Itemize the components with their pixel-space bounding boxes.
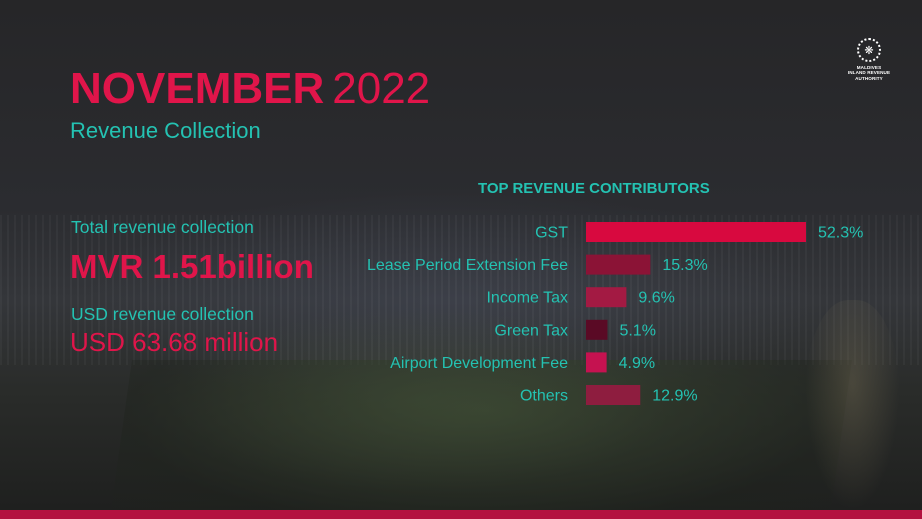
category-label-5: Others — [520, 388, 568, 405]
bar-3 — [586, 319, 608, 340]
category-label-2: Income Tax — [486, 290, 568, 307]
category-label-0: GST — [535, 225, 568, 242]
category-label-4: Airport Development Fee — [390, 355, 568, 372]
category-label-1: Lease Period Extension Fee — [367, 257, 568, 274]
category-label-3: Green Tax — [494, 322, 568, 339]
page-subtitle: Revenue Collection — [70, 118, 261, 143]
bar-0 — [586, 222, 806, 242]
value-label-2: 9.6% — [638, 290, 674, 307]
bar-5 — [586, 385, 641, 405]
total-revenue-value: MVR 1.51billion — [70, 248, 314, 285]
logo-line-1: MALDIVES — [856, 65, 882, 70]
value-label-5: 12.9% — [652, 388, 697, 405]
mira-emblem-icon: ❋ — [857, 38, 881, 62]
total-revenue-label: Total revenue collection — [71, 217, 254, 237]
usd-revenue-value: USD 63.68 million — [70, 327, 279, 357]
value-label-4: 4.9% — [619, 355, 655, 372]
bottom-accent-bar — [0, 510, 922, 519]
logo-line-2: INLAND REVENUE — [847, 70, 891, 76]
logo-text: MALDIVES INLAND REVENUE AUTHORITY — [845, 65, 893, 81]
bar-2 — [586, 287, 627, 308]
page-title: NOVEMBER 2022 — [70, 66, 430, 112]
usd-revenue-label: USD revenue collection — [71, 304, 254, 324]
logo-line-3: AUTHORITY — [855, 75, 883, 81]
title-month: NOVEMBER — [70, 64, 325, 113]
value-label-0: 52.3% — [818, 225, 863, 242]
value-label-3: 5.1% — [619, 322, 655, 339]
chart-title: TOP REVENUE CONTRIBUTORS — [478, 180, 710, 197]
title-year: 2022 — [332, 64, 431, 113]
bar-4 — [586, 352, 607, 373]
mira-logo: ❋ MALDIVES INLAND REVENUE AUTHORITY — [845, 38, 893, 81]
trophy-silhouette — [805, 300, 900, 510]
bar-1 — [586, 254, 651, 275]
value-label-1: 15.3% — [662, 257, 707, 274]
